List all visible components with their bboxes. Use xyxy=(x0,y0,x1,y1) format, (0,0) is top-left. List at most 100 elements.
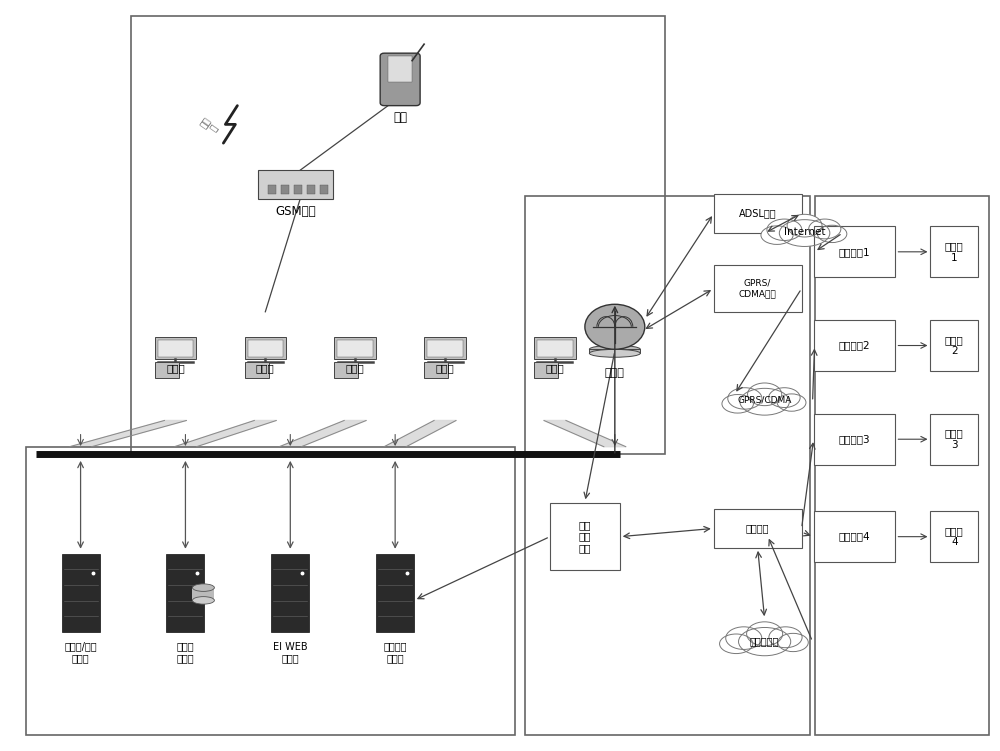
Ellipse shape xyxy=(767,219,802,240)
Text: Internet: Internet xyxy=(784,227,825,237)
Text: 查询台: 查询台 xyxy=(166,363,185,372)
Bar xyxy=(271,553,309,632)
Text: 视频台: 视频台 xyxy=(346,363,365,372)
Bar xyxy=(248,339,283,357)
Bar xyxy=(424,336,466,359)
Text: 电话
接入
模块: 电话 接入 模块 xyxy=(579,520,591,553)
Bar xyxy=(930,414,978,465)
Ellipse shape xyxy=(817,225,847,243)
Text: 发短
信: 发短 信 xyxy=(199,116,221,136)
Ellipse shape xyxy=(761,226,793,244)
Text: 传感器
1: 传感器 1 xyxy=(945,241,964,263)
Polygon shape xyxy=(384,421,456,447)
Ellipse shape xyxy=(748,383,782,406)
Ellipse shape xyxy=(769,627,802,647)
Bar xyxy=(388,56,412,82)
Bar xyxy=(814,226,895,277)
Bar xyxy=(334,336,376,359)
Text: 传感器
2: 传感器 2 xyxy=(945,335,964,356)
Bar xyxy=(930,320,978,371)
Text: 路由器: 路由器 xyxy=(605,368,625,378)
Ellipse shape xyxy=(787,214,822,237)
Bar xyxy=(815,195,989,735)
Bar xyxy=(337,339,373,357)
Ellipse shape xyxy=(192,596,214,604)
Text: GPRS/
CDMA模块: GPRS/ CDMA模块 xyxy=(739,279,777,298)
Text: 数据采集
服务器: 数据采集 服务器 xyxy=(383,641,407,663)
Ellipse shape xyxy=(728,388,762,409)
Text: GSM模块: GSM模块 xyxy=(275,205,316,219)
Ellipse shape xyxy=(777,394,806,412)
Bar xyxy=(245,336,286,359)
Bar xyxy=(376,553,414,632)
Polygon shape xyxy=(544,421,626,447)
Bar xyxy=(930,511,978,562)
Bar xyxy=(131,16,665,454)
Bar xyxy=(427,339,463,357)
Ellipse shape xyxy=(778,633,808,652)
Bar xyxy=(268,185,276,194)
Bar xyxy=(158,339,193,357)
Ellipse shape xyxy=(739,628,791,656)
Bar xyxy=(714,509,802,548)
Text: 监控主机1: 监控主机1 xyxy=(839,247,870,257)
Text: 监控主机4: 监控主机4 xyxy=(839,532,870,541)
Ellipse shape xyxy=(747,622,783,646)
Ellipse shape xyxy=(722,394,753,413)
Text: 云存储/计算
服务器: 云存储/计算 服务器 xyxy=(64,641,97,663)
Bar xyxy=(334,362,358,379)
Text: 公共电话网: 公共电话网 xyxy=(750,637,779,647)
Bar xyxy=(258,170,333,198)
Bar xyxy=(589,349,640,353)
Bar xyxy=(294,185,302,194)
Ellipse shape xyxy=(720,634,753,653)
Text: 监控主机2: 监控主机2 xyxy=(839,340,870,351)
Bar xyxy=(424,362,448,379)
Bar xyxy=(26,447,515,735)
Bar xyxy=(155,362,179,379)
Bar xyxy=(525,195,810,735)
Text: ADSL模块: ADSL模块 xyxy=(739,209,776,219)
Bar xyxy=(537,339,573,357)
Circle shape xyxy=(585,304,645,349)
Bar xyxy=(534,362,558,379)
Ellipse shape xyxy=(779,220,830,246)
Bar xyxy=(245,362,269,379)
Bar xyxy=(166,553,204,632)
Text: GPRS/CDMA: GPRS/CDMA xyxy=(737,396,792,405)
Bar xyxy=(814,511,895,562)
Text: 电话模块: 电话模块 xyxy=(746,523,769,533)
Bar xyxy=(814,414,895,465)
Ellipse shape xyxy=(192,584,214,591)
Ellipse shape xyxy=(726,627,762,650)
Bar xyxy=(281,185,289,194)
Bar xyxy=(320,185,328,194)
Ellipse shape xyxy=(740,388,789,415)
Text: EI WEB
服务器: EI WEB 服务器 xyxy=(273,641,308,663)
Bar xyxy=(714,194,802,233)
Bar xyxy=(814,320,895,371)
Text: 管理台: 管理台 xyxy=(436,363,454,372)
Bar xyxy=(930,226,978,277)
Polygon shape xyxy=(70,421,186,447)
Text: 监控主机3: 监控主机3 xyxy=(839,434,870,445)
Text: 数据库
服务器: 数据库 服务器 xyxy=(177,641,194,663)
FancyBboxPatch shape xyxy=(380,53,420,106)
Ellipse shape xyxy=(589,349,640,357)
Ellipse shape xyxy=(809,219,841,239)
Ellipse shape xyxy=(589,345,640,353)
Bar xyxy=(307,185,315,194)
Bar xyxy=(155,336,196,359)
Ellipse shape xyxy=(769,388,800,408)
Bar xyxy=(62,553,100,632)
Text: 报警台: 报警台 xyxy=(256,363,275,372)
Bar xyxy=(534,336,576,359)
Text: 浏览器: 浏览器 xyxy=(546,363,564,372)
Text: 手机: 手机 xyxy=(393,111,407,124)
Bar xyxy=(192,587,214,600)
Bar xyxy=(550,503,620,571)
Bar xyxy=(714,265,802,312)
Polygon shape xyxy=(279,421,366,447)
Text: 传感器
3: 传感器 3 xyxy=(945,428,964,450)
Text: 传感器
4: 传感器 4 xyxy=(945,526,964,547)
